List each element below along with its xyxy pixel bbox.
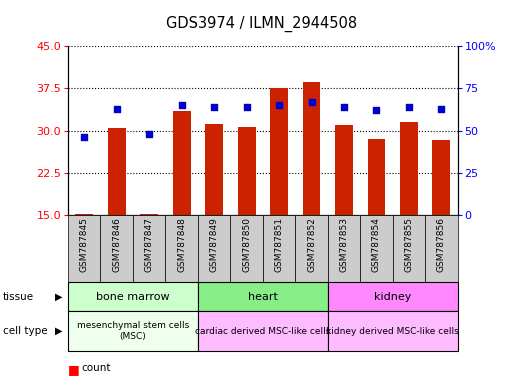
Bar bbox=[230, 215, 263, 282]
Point bbox=[275, 102, 283, 108]
Bar bbox=[270, 88, 288, 215]
Text: ■: ■ bbox=[68, 363, 79, 376]
Text: GSM787853: GSM787853 bbox=[339, 217, 348, 272]
Bar bbox=[433, 139, 450, 215]
Bar bbox=[133, 215, 165, 282]
Text: GSM787849: GSM787849 bbox=[210, 217, 219, 272]
Bar bbox=[368, 139, 385, 215]
Point bbox=[112, 106, 121, 112]
Bar bbox=[140, 214, 158, 215]
Point bbox=[308, 99, 316, 105]
Bar bbox=[198, 311, 328, 351]
Text: GSM787845: GSM787845 bbox=[79, 217, 89, 272]
Point bbox=[177, 102, 186, 108]
Point bbox=[210, 104, 218, 110]
Point bbox=[80, 134, 88, 141]
Bar bbox=[335, 125, 353, 215]
Text: tissue: tissue bbox=[3, 291, 34, 302]
Text: GSM787854: GSM787854 bbox=[372, 217, 381, 272]
Bar bbox=[198, 215, 230, 282]
Point bbox=[437, 106, 446, 112]
Point bbox=[372, 107, 381, 113]
Bar bbox=[205, 124, 223, 215]
Bar bbox=[100, 215, 133, 282]
Bar bbox=[165, 215, 198, 282]
Text: ▶: ▶ bbox=[55, 291, 63, 302]
Bar bbox=[328, 311, 458, 351]
Bar bbox=[173, 111, 190, 215]
Bar bbox=[328, 282, 458, 311]
Bar bbox=[263, 215, 295, 282]
Bar bbox=[68, 215, 100, 282]
Bar bbox=[400, 122, 418, 215]
Point bbox=[340, 104, 348, 110]
Text: kidney: kidney bbox=[374, 291, 412, 302]
Text: GSM787847: GSM787847 bbox=[145, 217, 154, 272]
Bar bbox=[303, 82, 321, 215]
Text: GDS3974 / ILMN_2944508: GDS3974 / ILMN_2944508 bbox=[166, 15, 357, 31]
Point bbox=[405, 104, 413, 110]
Bar bbox=[393, 215, 425, 282]
Bar bbox=[328, 215, 360, 282]
Text: GSM787848: GSM787848 bbox=[177, 217, 186, 272]
Text: cell type: cell type bbox=[3, 326, 47, 336]
Text: mesenchymal stem cells
(MSC): mesenchymal stem cells (MSC) bbox=[77, 321, 189, 341]
Bar bbox=[68, 311, 198, 351]
Bar bbox=[108, 128, 126, 215]
Bar bbox=[68, 282, 198, 311]
Text: bone marrow: bone marrow bbox=[96, 291, 170, 302]
Bar bbox=[198, 282, 328, 311]
Text: GSM787856: GSM787856 bbox=[437, 217, 446, 272]
Point bbox=[242, 104, 251, 110]
Text: cardiac derived MSC-like cells: cardiac derived MSC-like cells bbox=[195, 327, 331, 336]
Text: count: count bbox=[81, 363, 110, 373]
Bar bbox=[295, 215, 328, 282]
Text: GSM787851: GSM787851 bbox=[275, 217, 283, 272]
Text: GSM787846: GSM787846 bbox=[112, 217, 121, 272]
Point bbox=[145, 131, 153, 137]
Bar bbox=[237, 127, 256, 215]
Text: GSM787855: GSM787855 bbox=[404, 217, 413, 272]
Text: GSM787852: GSM787852 bbox=[307, 217, 316, 272]
Text: heart: heart bbox=[248, 291, 278, 302]
Text: ▶: ▶ bbox=[55, 326, 63, 336]
Text: kidney derived MSC-like cells: kidney derived MSC-like cells bbox=[326, 327, 459, 336]
Bar bbox=[425, 215, 458, 282]
Text: GSM787850: GSM787850 bbox=[242, 217, 251, 272]
Bar bbox=[360, 215, 393, 282]
